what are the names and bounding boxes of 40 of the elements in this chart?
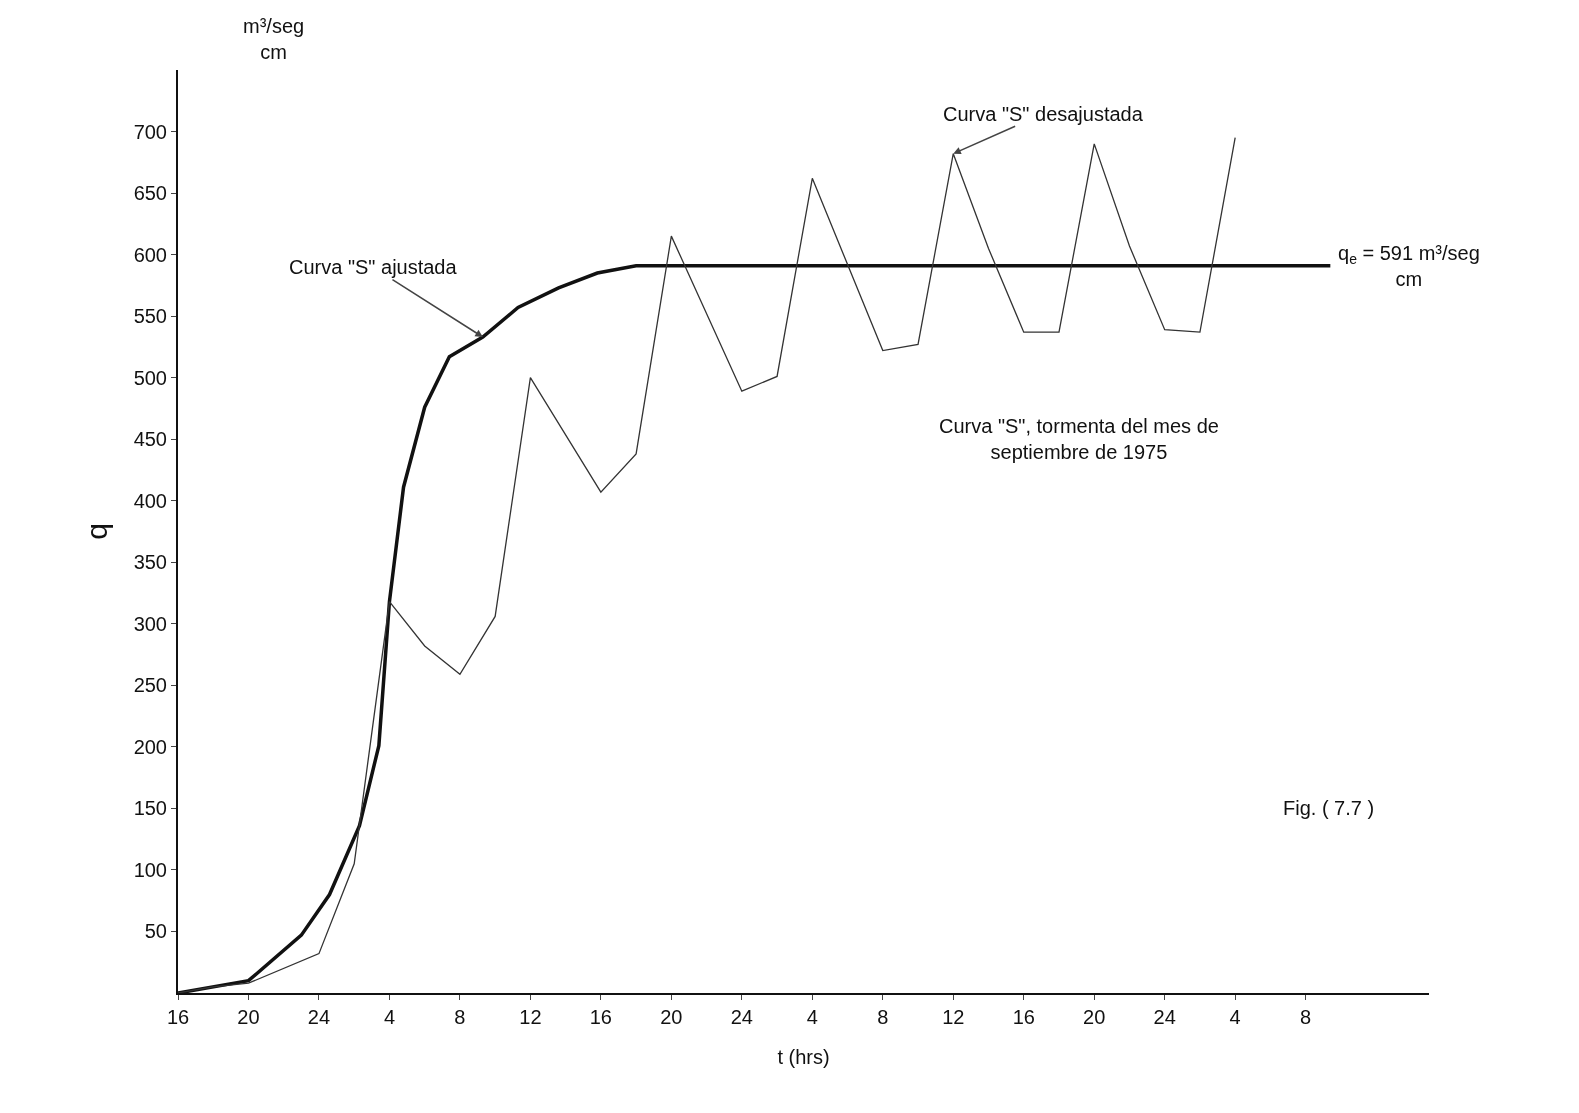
y-tick-label: 50 [144, 920, 167, 943]
x-axis-title: t (hrs) [777, 1046, 830, 1068]
text: m³/seg cm [243, 15, 305, 63]
y-tick-label: 100 [133, 858, 167, 881]
y-tick-label: 150 [133, 797, 167, 820]
y-tick-label: 700 [133, 120, 167, 143]
annotation: Curva "S" desajustada [943, 103, 1144, 125]
x-tick-label: 8 [454, 1006, 466, 1028]
x-tick-label: 16 [589, 1006, 612, 1028]
x-tick-label: 24 [307, 1006, 331, 1028]
x-tick-label: 4 [383, 1006, 395, 1028]
x-tick-label: 20 [237, 1006, 260, 1028]
annotation: Curva "S" ajustada [289, 256, 458, 278]
x-tick-label: 20 [660, 1006, 683, 1028]
y-tick-label: 500 [133, 366, 167, 389]
x-tick-label: 16 [1012, 1006, 1035, 1028]
x-tick-label: 24 [730, 1006, 753, 1028]
y-tick-label: 350 [133, 551, 167, 574]
y-tick-label: 650 [133, 182, 167, 205]
y-tick-label: 450 [133, 428, 167, 451]
x-tick-label: 4 [806, 1006, 818, 1028]
y-tick-label: 200 [133, 735, 167, 758]
annotation: Curva "S", tormenta del mes de septiembre de 1975 [939, 415, 1219, 463]
annotation: Fig. ( 7.7 ) [1283, 797, 1375, 819]
x-tick-label: 12 [519, 1006, 542, 1028]
x-tick-label: 16 [166, 1006, 190, 1028]
y-axis-title: q [80, 523, 113, 540]
x-tick-label: 20 [1083, 1006, 1106, 1028]
annotation: q$_{e}$ = 591 m³/seg cm [1338, 242, 1480, 290]
y-tick-label: 400 [133, 489, 167, 512]
y-tick-label: 550 [133, 305, 167, 328]
y-tick-label: 600 [133, 243, 167, 266]
x-tick-label: 8 [1300, 1006, 1312, 1028]
y-tick-label: 300 [133, 612, 167, 635]
x-tick-label: 8 [877, 1006, 889, 1028]
x-tick-label: 12 [942, 1006, 965, 1028]
y-tick-label: 250 [133, 674, 167, 697]
x-tick-label: 4 [1229, 1006, 1241, 1028]
x-tick-label: 24 [1153, 1006, 1176, 1028]
line-series [178, 137, 1236, 993]
